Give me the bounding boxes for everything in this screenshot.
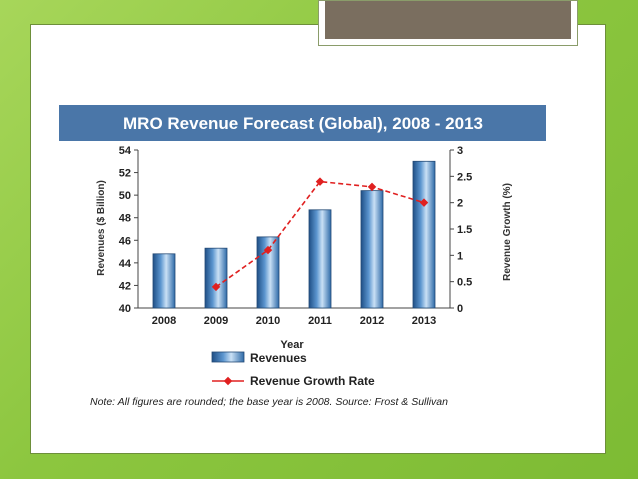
- x-axis-label: Year: [280, 339, 304, 351]
- y-tick-label-right: 2.5: [457, 171, 472, 183]
- x-tick-label: 2010: [256, 315, 280, 327]
- y-tick-label-right: 0: [457, 303, 463, 315]
- growth-point-2012: [367, 182, 377, 192]
- y-tick-label-left: 48: [119, 213, 131, 225]
- legend-marker-growth: [223, 376, 233, 386]
- slide-title-fill: [325, 1, 571, 39]
- y-axis-label-left: Revenues ($ Billion): [96, 180, 107, 276]
- x-tick-label: 2008: [152, 315, 176, 327]
- legend-label-revenues: Revenues: [250, 351, 307, 365]
- line-series: [211, 177, 429, 292]
- y-tick-label-left: 40: [119, 303, 131, 315]
- y-tick-label-left: 52: [119, 168, 131, 180]
- y-tick-label-left: 46: [119, 235, 131, 247]
- chart-title: MRO Revenue Forecast (Global), 2008 - 20…: [123, 114, 483, 133]
- bar-series: [152, 160, 436, 309]
- growth-point-2010: [263, 245, 273, 255]
- slide-title-placeholder: [318, 0, 578, 46]
- y-tick-label-right: 1.5: [457, 224, 472, 236]
- chart-note: Note: All figures are rounded; the base …: [90, 396, 448, 408]
- y-tick-label-right: 0.5: [457, 277, 472, 289]
- bar-2009: [204, 247, 228, 309]
- y-axis-label-right: Revenue Growth (%): [502, 183, 513, 281]
- y-tick-label-left: 54: [119, 145, 132, 157]
- y-tick-label-right: 2: [457, 198, 463, 210]
- y-tick-label-left: 44: [119, 258, 132, 270]
- y-tick-label-left: 42: [119, 280, 131, 292]
- growth-point-2013: [419, 198, 429, 207]
- x-tick-label: 2011: [308, 315, 332, 327]
- axes: [134, 149, 454, 309]
- growth-line: [215, 180, 425, 288]
- bar-2008: [152, 253, 176, 309]
- legend-swatch-revenues: [211, 351, 245, 363]
- growth-point-2011: [315, 177, 325, 186]
- chart-title-band: [59, 105, 546, 141]
- x-tick-label: 2009: [204, 315, 228, 327]
- bar-2012: [360, 190, 384, 309]
- x-tick-label: 2012: [360, 315, 384, 327]
- x-tick-label: 2013: [412, 315, 436, 327]
- bar-2011: [308, 209, 332, 309]
- y-tick-label-right: 1: [457, 250, 463, 262]
- legend-label-growth: Revenue Growth Rate: [250, 374, 375, 388]
- bar-2013: [412, 160, 436, 309]
- tick-labels: 40 42 44 46 48 50 52 54 0 0.5 1 1.5 2 2.5 3 2008 2009 201…: [119, 145, 473, 327]
- y-tick-label-right: 3: [457, 145, 463, 157]
- growth-point-2009: [211, 282, 221, 292]
- y-tick-label-left: 50: [119, 190, 131, 202]
